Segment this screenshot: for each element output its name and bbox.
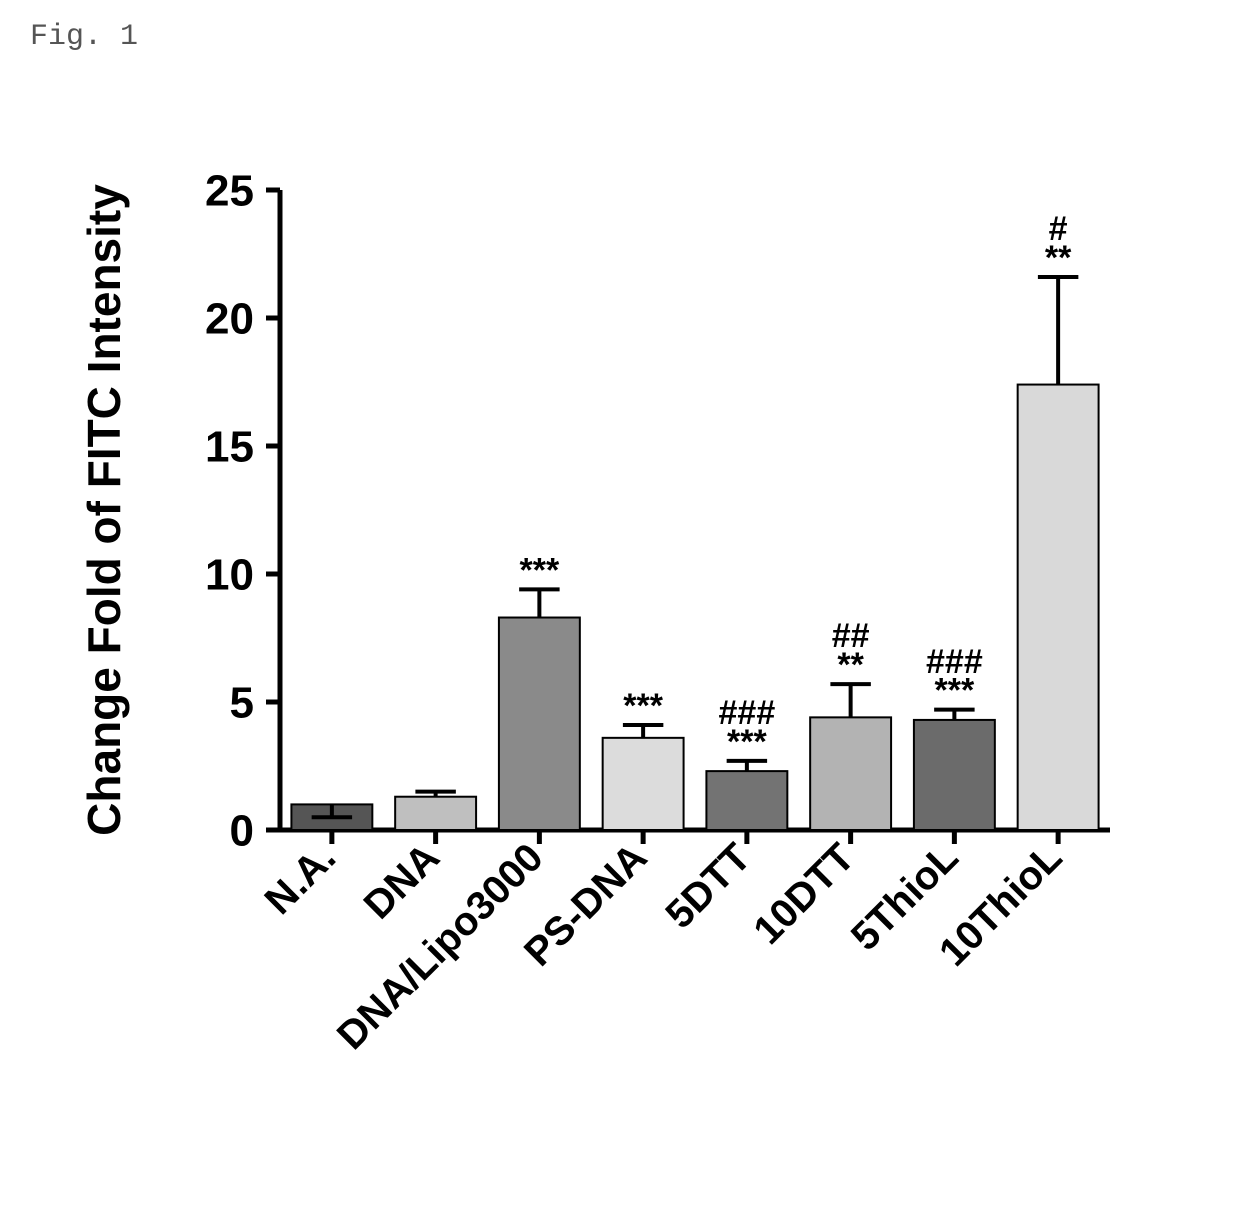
bar xyxy=(810,717,891,830)
significance-marker: # xyxy=(1049,210,1068,248)
x-tick-label: 10DTT xyxy=(745,835,863,953)
x-tick-label: N.A. xyxy=(257,835,345,923)
figure-label: Fig. 1 xyxy=(30,20,138,54)
y-tick-label: 10 xyxy=(205,550,254,599)
y-tick-label: 0 xyxy=(230,806,254,855)
significance-marker: ### xyxy=(926,643,983,681)
x-tick-label: 5DTT xyxy=(657,835,759,937)
significance-marker: *** xyxy=(623,687,663,725)
y-tick-label: 20 xyxy=(205,294,254,343)
bar xyxy=(395,797,476,830)
y-tick-label: 25 xyxy=(205,170,254,215)
bar-chart: 0 5 10 15 20 25 Change Fold of FITC Intensity N… xyxy=(60,170,1180,1190)
significance-marker: ### xyxy=(719,694,776,732)
significance-marker: *** xyxy=(520,551,560,589)
y-tick-label: 15 xyxy=(205,422,254,471)
bar xyxy=(914,720,995,830)
y-tick-label: 5 xyxy=(230,678,254,727)
x-tick-label: DNA xyxy=(356,835,448,927)
significance-marker: ## xyxy=(832,617,870,655)
bar xyxy=(1018,385,1099,830)
y-axis-label: Change Fold of FITC Intensity xyxy=(78,184,130,836)
bar xyxy=(499,618,580,830)
bar xyxy=(706,771,787,830)
bar xyxy=(603,738,684,830)
